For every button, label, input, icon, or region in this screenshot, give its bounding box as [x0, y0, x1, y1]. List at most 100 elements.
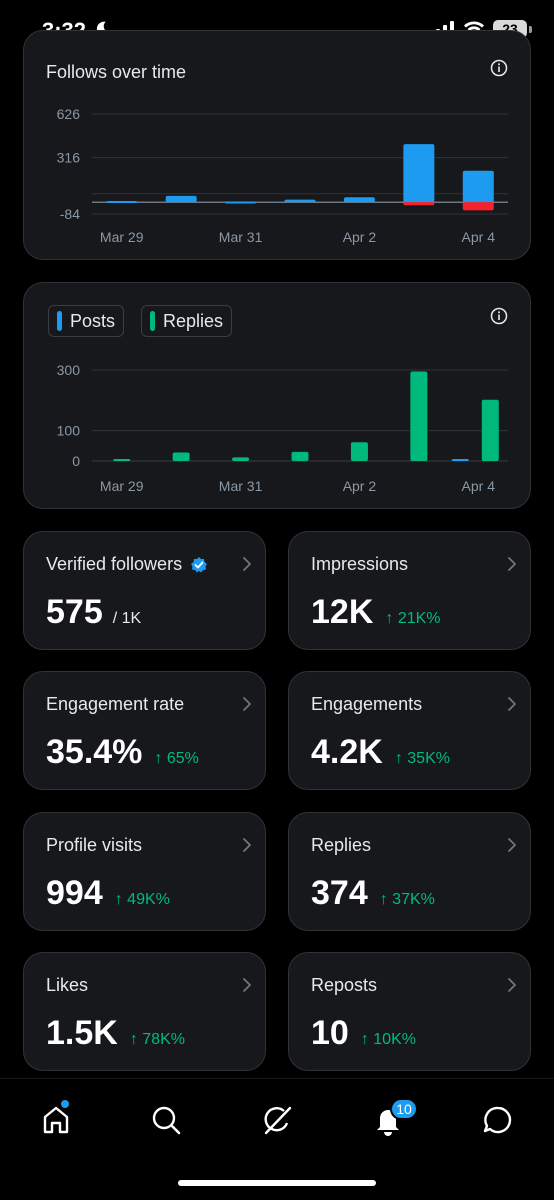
- bar-replies-apr-3: [410, 371, 428, 461]
- stat-delta: ↑ 37K%: [379, 891, 435, 908]
- chevron-right-icon: [243, 697, 251, 711]
- x-tick-label: Apr 2: [343, 229, 377, 245]
- y-tick-label: 316: [57, 150, 81, 166]
- stat-delta: ↑ 49K%: [114, 891, 170, 908]
- stat-value: 12K: [311, 593, 374, 631]
- stat-label: Impressions: [311, 554, 408, 575]
- notification-badge: 10: [390, 1098, 418, 1120]
- legend-replies[interactable]: Replies: [141, 305, 233, 337]
- legend-replies-label: Replies: [163, 310, 224, 331]
- stat-value-row: 575 / 1K: [46, 593, 141, 632]
- follows-chart-title: Follows over time: [46, 62, 187, 82]
- info-icon[interactable]: [490, 59, 508, 77]
- bar-gained-mar-29: [106, 201, 138, 204]
- stat-value: 1.5K: [46, 1014, 118, 1052]
- bar-posts-apr-4: [451, 459, 469, 461]
- y-tick-label: 626: [57, 106, 81, 122]
- stat-card-reposts[interactable]: Reposts 10 ↑ 10K%: [288, 952, 531, 1071]
- stat-value: 374: [311, 874, 368, 912]
- info-icon[interactable]: [490, 307, 508, 325]
- home-indicator[interactable]: [178, 1180, 376, 1186]
- bar-gained-apr-2: [343, 197, 375, 203]
- battery-tip: [529, 25, 532, 33]
- bar-replies-mar-31: [232, 457, 250, 461]
- stat-value-row: 374 ↑ 37K%: [311, 874, 435, 913]
- stat-card-verified-followers[interactable]: Verified followers 575 / 1K: [23, 531, 266, 650]
- bar-replies-mar-30: [172, 452, 190, 461]
- bar-replies-apr-1: [291, 451, 309, 461]
- stat-value-row: 1.5K ↑ 78K%: [46, 1014, 185, 1053]
- follows-chart: 626 316 -84 Mar 29 Mar 31 Apr 2 Apr 4: [57, 106, 508, 245]
- posts-swatch: [57, 311, 62, 331]
- stat-value-row: 35.4% ↑ 65%: [46, 733, 199, 772]
- search-icon[interactable]: [149, 1103, 183, 1137]
- stat-label-text: Engagement rate: [46, 694, 185, 714]
- x-tick-label: Mar 29: [100, 229, 144, 245]
- home-icon[interactable]: [39, 1103, 73, 1137]
- stat-value: 35.4%: [46, 733, 143, 771]
- chevron-right-icon: [508, 978, 516, 992]
- stat-label-text: Profile visits: [46, 835, 143, 855]
- bar-gained-apr-3: [403, 144, 435, 203]
- grok-icon[interactable]: [260, 1103, 294, 1137]
- x-tick-label: Mar 31: [219, 229, 263, 245]
- y-tick-label: 0: [72, 453, 80, 469]
- bar-lost-apr-3: [403, 202, 435, 206]
- y-tick-label: 300: [57, 362, 81, 378]
- legend-posts[interactable]: Posts: [48, 305, 125, 337]
- stat-delta: ↑ 10K%: [360, 1031, 416, 1048]
- bar-replies-mar-29: [113, 459, 131, 461]
- replies-swatch: [150, 311, 155, 331]
- chevron-right-icon: [508, 697, 516, 711]
- stat-label: Profile visits: [46, 835, 142, 856]
- bar-replies-apr-2: [350, 442, 368, 461]
- stat-label: Engagements: [311, 694, 422, 715]
- stat-card-engagement-rate[interactable]: Engagement rate 35.4% ↑ 65%: [23, 671, 266, 790]
- chevron-right-icon: [508, 557, 516, 571]
- follows-chart-card: Follows over time 626 316 -84 Mar 29 Mar 31 A…: [23, 30, 531, 260]
- stat-card-replies[interactable]: Replies 374 ↑ 37K%: [288, 812, 531, 931]
- x-tick-label: Apr 4: [462, 478, 496, 494]
- stat-label-text: Engagements: [311, 694, 423, 714]
- home-unread-dot: [61, 1100, 69, 1108]
- stat-label-text: Impressions: [311, 554, 409, 574]
- stat-delta: ↑ 35K%: [394, 750, 450, 767]
- x-tick-label: Mar 29: [100, 478, 144, 494]
- chevron-right-icon: [243, 838, 251, 852]
- stat-label-text: Likes: [46, 975, 89, 995]
- stat-label-text: Reposts: [311, 975, 378, 995]
- posts-chart: 300 100 0 Mar 29 Mar 31 Apr 2 Apr 4: [57, 362, 508, 494]
- stat-value-row: 12K ↑ 21K%: [311, 593, 441, 632]
- stat-value-row: 4.2K ↑ 35K%: [311, 733, 450, 772]
- stat-delta: ↑ 78K%: [129, 1031, 185, 1048]
- stat-card-likes[interactable]: Likes 1.5K ↑ 78K%: [23, 952, 266, 1071]
- legend-posts-label: Posts: [70, 310, 116, 331]
- stat-label: Verified followers: [46, 554, 208, 575]
- bar-gained-apr-4: [462, 170, 494, 203]
- stat-label-text: Verified followers: [46, 554, 183, 574]
- stat-label: Replies: [311, 835, 371, 856]
- chevron-right-icon: [508, 838, 516, 852]
- x-tick-label: Mar 31: [219, 478, 263, 494]
- bar-gained-mar-30: [165, 195, 197, 203]
- bar-replies-apr-4: [481, 399, 499, 461]
- y-tick-label: -84: [60, 206, 80, 222]
- stat-delta: ↑ 21K%: [385, 610, 441, 627]
- bar-lost-apr-4: [462, 202, 494, 211]
- bottom-nav: [0, 1078, 554, 1200]
- stat-card-impressions[interactable]: Impressions 12K ↑ 21K%: [288, 531, 531, 650]
- bar-gained-apr-1: [284, 199, 316, 203]
- y-tick-label: 100: [57, 423, 81, 439]
- stat-label: Engagement rate: [46, 694, 184, 715]
- posts-chart-card: Posts Replies 300 100 0 Mar 29 Mar 31 Apr 2 Ap…: [23, 282, 531, 509]
- stat-label: Likes: [46, 975, 88, 996]
- verified-badge-icon: [191, 556, 208, 572]
- stat-delta: ↑ 65%: [154, 750, 199, 767]
- stat-value: 575: [46, 593, 103, 631]
- chevron-right-icon: [243, 557, 251, 571]
- stat-value: 10: [311, 1014, 349, 1052]
- stat-card-engagements[interactable]: Engagements 4.2K ↑ 35K%: [288, 671, 531, 790]
- messages-icon[interactable]: [481, 1103, 515, 1137]
- stat-card-profile-visits[interactable]: Profile visits 994 ↑ 49K%: [23, 812, 266, 931]
- stat-value-row: 994 ↑ 49K%: [46, 874, 170, 913]
